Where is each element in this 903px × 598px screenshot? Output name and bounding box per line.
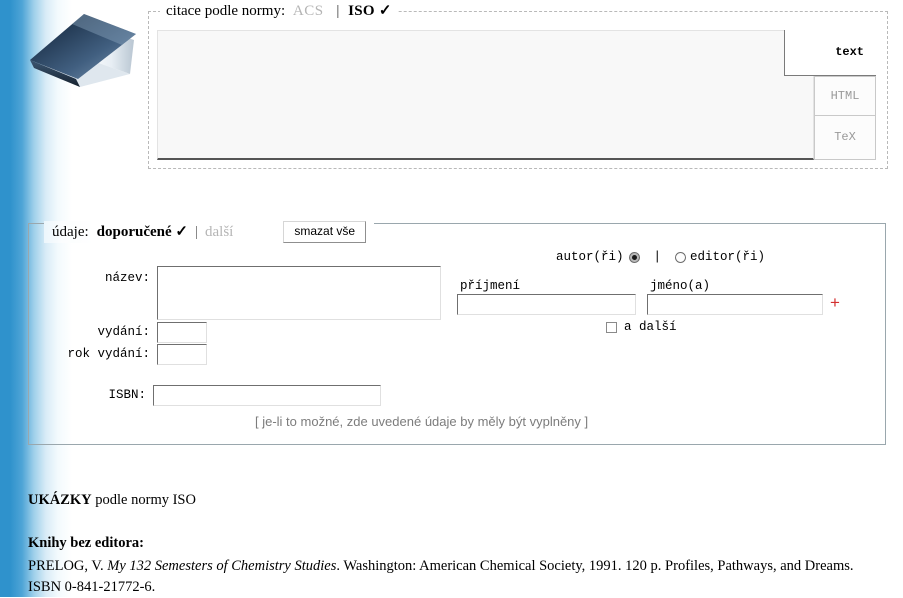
format-tab-group: text HTML TeX bbox=[784, 30, 876, 160]
examples-subtitle: Knihy bez editora: bbox=[28, 535, 144, 551]
role-separator: | bbox=[653, 250, 662, 264]
form-hint: [ je-li to možné, zde uvedené údaje by m… bbox=[255, 414, 589, 429]
citation-title: My 132 Semesters of Chemistry Studies bbox=[107, 558, 337, 574]
citation-rest: . Washington: American Chemical Society,… bbox=[28, 558, 854, 595]
example-citation: PRELOG, V. My 132 Semesters of Chemistry… bbox=[28, 556, 888, 598]
more-authors-checkbox[interactable] bbox=[606, 321, 617, 333]
label-prijmeni: příjmení bbox=[460, 279, 521, 293]
autor-label: autor(ři) bbox=[556, 250, 624, 264]
radio-autor[interactable] bbox=[628, 251, 640, 263]
examples-title-bold: UKÁZKY bbox=[28, 492, 92, 508]
jmeno-input[interactable] bbox=[647, 294, 823, 315]
radio-editor[interactable] bbox=[675, 251, 687, 263]
label-rok-vydani: rok vydání: bbox=[67, 347, 150, 361]
data-set-legend: údaje: doporučené ✓ | další smazat vše bbox=[44, 221, 375, 243]
tab-text[interactable]: text bbox=[784, 30, 876, 76]
editor-label: editor(ři) bbox=[690, 250, 766, 264]
data-set-separator: | bbox=[194, 224, 198, 240]
role-selector: autor(ři) | editor(ři) bbox=[556, 250, 765, 264]
citation-output-textarea[interactable] bbox=[157, 30, 814, 160]
data-set-recommended[interactable]: doporučené ✓ bbox=[97, 223, 188, 241]
examples-title: UKÁZKY podle normy ISO bbox=[28, 490, 888, 511]
examples-section: UKÁZKY podle normy ISO Knihy bez editora… bbox=[28, 490, 888, 598]
left-gradient-strip bbox=[0, 0, 150, 597]
prijmeni-input[interactable] bbox=[457, 294, 636, 315]
data-set-recommended-label: doporučené bbox=[96, 224, 172, 240]
citation-norm-label: citace podle normy: bbox=[166, 3, 286, 19]
data-entry-panel bbox=[28, 223, 886, 445]
more-authors-label: a další bbox=[624, 320, 677, 334]
citation-author: PRELOG, V. bbox=[28, 558, 108, 574]
norm-option-acs[interactable]: ACS bbox=[292, 3, 324, 19]
examples-title-rest: podle normy ISO bbox=[91, 492, 196, 508]
label-isbn: ISBN: bbox=[108, 388, 146, 402]
data-set-label: údaje: bbox=[52, 224, 89, 240]
tab-html[interactable]: HTML bbox=[814, 76, 876, 116]
nazev-input[interactable] bbox=[157, 266, 441, 320]
rok-vydani-input[interactable] bbox=[157, 344, 207, 365]
clear-all-button[interactable]: smazat vše bbox=[283, 221, 367, 243]
check-icon: ✓ bbox=[175, 224, 188, 240]
citation-norm-legend: citace podle normy: ACS | ISO ✓ bbox=[160, 2, 398, 20]
norm-option-iso-label: ISO bbox=[348, 3, 375, 19]
add-author-plus-icon[interactable]: + bbox=[830, 293, 840, 312]
tab-tex[interactable]: TeX bbox=[814, 116, 876, 160]
check-icon: ✓ bbox=[378, 3, 392, 19]
isbn-input[interactable] bbox=[153, 385, 381, 406]
data-set-more[interactable]: další bbox=[205, 224, 234, 240]
more-authors-row: a další bbox=[606, 320, 677, 334]
citation-output-panel bbox=[148, 11, 888, 169]
vydani-input[interactable] bbox=[157, 322, 207, 343]
label-jmeno: jméno(a) bbox=[650, 279, 711, 293]
norm-option-iso[interactable]: ISO ✓ bbox=[348, 3, 392, 19]
label-vydani: vydání: bbox=[97, 325, 150, 339]
label-nazev: název: bbox=[104, 271, 150, 285]
norm-separator: | bbox=[336, 3, 340, 19]
book-icon bbox=[30, 14, 136, 87]
